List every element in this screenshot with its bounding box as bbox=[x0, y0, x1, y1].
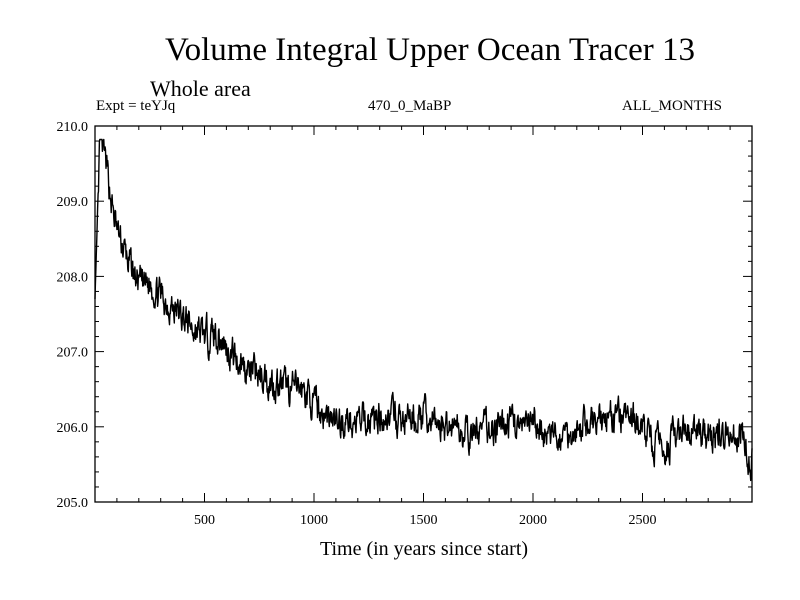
period-label: ALL_MONTHS bbox=[622, 98, 722, 114]
series-group bbox=[94, 138, 753, 482]
x-tick-label: 500 bbox=[194, 513, 215, 528]
tick-labels: 500 1000 1500 2000 2500 205.0 206.0 207.0 208.0 2… bbox=[57, 120, 657, 528]
y-tick-label: 207.0 bbox=[57, 346, 89, 361]
experiment-name: 470_0_MaBP bbox=[368, 98, 452, 114]
y-tick-label: 208.0 bbox=[57, 270, 89, 285]
x-tick-label: 1500 bbox=[410, 513, 438, 528]
axis-ticks bbox=[95, 126, 752, 502]
series-line bbox=[94, 138, 753, 482]
y-tick-label: 210.0 bbox=[57, 120, 89, 135]
y-tick-label: 205.0 bbox=[57, 496, 89, 511]
x-tick-label: 2000 bbox=[519, 513, 547, 528]
chart-title: Volume Integral Upper Ocean Tracer 13 bbox=[165, 32, 695, 68]
plot-frame bbox=[94, 125, 753, 503]
y-tick-label: 206.0 bbox=[57, 421, 89, 436]
x-tick-label: 1000 bbox=[300, 513, 328, 528]
experiment-label: Expt = teYJq bbox=[96, 98, 176, 114]
x-axis-label: Time (in years since start) bbox=[319, 538, 529, 560]
y-tick-label: 209.0 bbox=[57, 195, 89, 210]
x-tick-label: 2500 bbox=[629, 513, 657, 528]
chart-subtitle: Whole area bbox=[150, 76, 251, 101]
